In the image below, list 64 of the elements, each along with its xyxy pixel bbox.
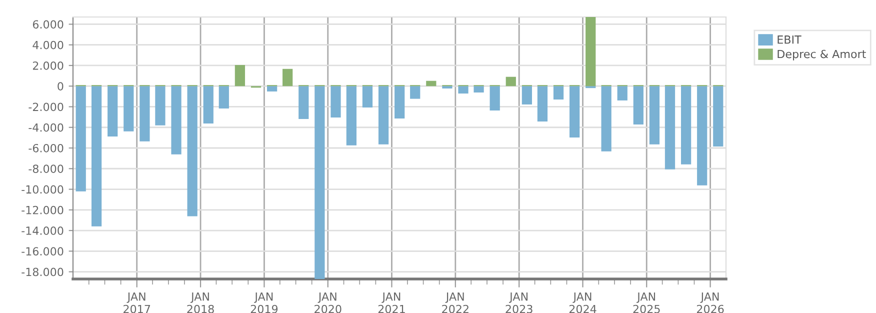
- y-tick-label: -12.000: [22, 206, 64, 214]
- bar: [218, 86, 229, 108]
- bar: [330, 86, 341, 118]
- bar: [506, 76, 516, 86]
- bar: [553, 86, 564, 100]
- bar: [490, 86, 500, 110]
- bar: [410, 86, 420, 99]
- bar: [394, 86, 405, 118]
- y-tick-label: -14.000: [22, 226, 64, 235]
- bar: [601, 86, 612, 152]
- y-tick-label: 0: [58, 82, 64, 90]
- bar: [522, 86, 532, 104]
- bar: [586, 17, 596, 86]
- y-tick-label: 6.000: [32, 20, 64, 29]
- bar: [617, 86, 628, 100]
- bar: [713, 86, 724, 146]
- y-tick-label: -8.000: [28, 164, 64, 174]
- bar: [298, 86, 309, 120]
- x-tick-label: JAN 2026: [696, 292, 724, 313]
- bar: [426, 80, 436, 86]
- bar: [234, 64, 246, 86]
- bar: [140, 86, 150, 142]
- x-tick-label: JAN 2018: [187, 292, 214, 313]
- y-tick-label: -2.000: [28, 102, 64, 112]
- bar: [282, 68, 293, 86]
- bar: [155, 86, 166, 126]
- x-tick-label: JAN 2025: [633, 292, 660, 313]
- bar: [680, 86, 692, 164]
- x-tick-label: JAN 2019: [250, 292, 278, 313]
- bar: [697, 86, 708, 186]
- bar: [267, 86, 278, 92]
- legend-label: Deprec & Amort: [778, 50, 866, 60]
- x-tick-label: JAN 2023: [506, 292, 532, 313]
- bar: [314, 86, 325, 279]
- bar: [171, 86, 182, 154]
- x-tick-label: JAN 2020: [314, 292, 342, 313]
- y-tick-label: -4.000: [28, 123, 64, 132]
- y-tick-label: 2.000: [32, 61, 64, 70]
- bar: [649, 86, 660, 144]
- legend-label: EBIT: [778, 36, 802, 44]
- y-tick-label: -10.000: [22, 185, 64, 194]
- x-tick-label: JAN 2017: [124, 292, 150, 313]
- bar: [664, 86, 676, 170]
- bar: [633, 86, 644, 124]
- x-tick-label: JAN 2022: [442, 292, 468, 313]
- bar: [458, 86, 468, 94]
- bar: [108, 86, 118, 136]
- bar: [570, 86, 580, 138]
- bar: [378, 86, 389, 144]
- bar: [346, 86, 356, 146]
- bar: [91, 86, 102, 226]
- bar: [203, 86, 214, 124]
- y-tick-label: -6.000: [28, 144, 64, 152]
- bar: [187, 86, 198, 216]
- y-tick-label: -18.000: [22, 268, 64, 276]
- y-tick-label: 4.000: [32, 40, 64, 50]
- bar: [474, 86, 484, 93]
- bar: [537, 86, 548, 122]
- bar: [124, 86, 134, 132]
- bar: [362, 86, 373, 108]
- x-tick-label: JAN 2021: [378, 292, 405, 313]
- bar: [76, 86, 86, 192]
- y-tick-label: -16.000: [22, 247, 64, 256]
- x-tick-label: JAN 2024: [569, 292, 596, 313]
